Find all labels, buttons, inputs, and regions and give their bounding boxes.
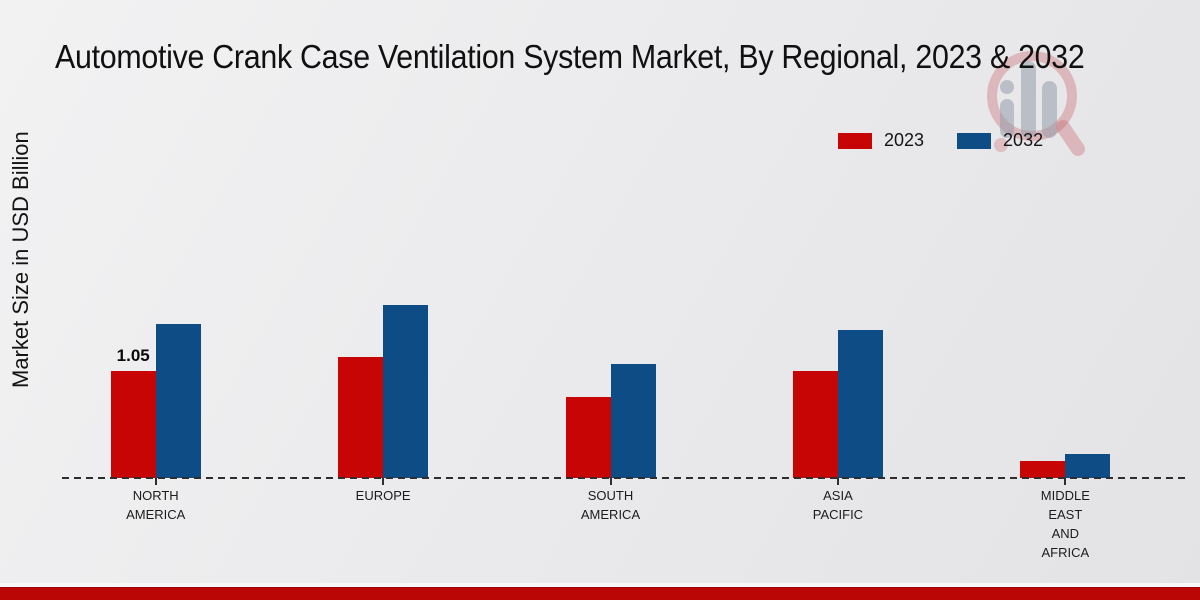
legend-item-2032: 2032 — [957, 130, 1043, 151]
x-axis-dashed-baseline — [62, 477, 1190, 479]
category-label-row: NORTH AMERICA EUROPE SOUTH AMERICA ASIA PACIFI… — [42, 486, 1179, 562]
legend-label-2023: 2023 — [884, 130, 925, 150]
bar-group-europe — [269, 0, 496, 485]
bar-2032-asia-pacific — [837, 330, 883, 478]
legend-label-2032: 2032 — [1003, 130, 1044, 150]
bar-2023-south-america — [565, 397, 611, 478]
bar-group-north-america: 1.05 — [42, 0, 269, 485]
magnifier-bar-chart-logo-icon — [987, 51, 1085, 156]
axis-tick — [1064, 478, 1067, 485]
bar-2023-north-america — [110, 371, 156, 478]
category-label-south-america: SOUTH AMERICA — [580, 488, 641, 522]
axis-tick — [154, 478, 157, 485]
bar-group-asia-pacific — [724, 0, 951, 485]
legend-item-2023: 2023 — [838, 130, 924, 151]
title-wrap: Automotive Crank Case Ventilation System… — [0, 38, 1200, 76]
bar-2032-south-america — [610, 364, 656, 478]
footer-light-strip — [0, 583, 1200, 588]
category-label-north-america: NORTH AMERICA — [126, 488, 186, 522]
bar-2023-europe — [338, 357, 384, 478]
category-label-europe: EUROPE — [355, 488, 411, 503]
bar-2032-europe — [383, 305, 429, 478]
bar-2032-north-america — [155, 324, 201, 478]
chart-title: Automotive Crank Case Ventilation System… — [55, 38, 1085, 75]
category-label-asia-pacific: ASIA PACIFIC — [812, 488, 864, 522]
bar-2032-middle-east-and-africa — [1065, 454, 1111, 478]
bar-group-south-america — [497, 0, 724, 485]
bar-value-label: 1.05 — [116, 346, 150, 365]
axis-tick — [609, 478, 612, 485]
bar-2023-asia-pacific — [792, 371, 838, 478]
legend-swatch-2023 — [838, 132, 872, 149]
axis-tick — [836, 478, 839, 485]
footer-red-bar — [0, 587, 1200, 600]
bar-group-middle-east-and-africa — [952, 0, 1179, 485]
legend: 2023 2032 — [838, 130, 1076, 151]
bar-2023-middle-east-and-africa — [1020, 461, 1066, 478]
legend-swatch-2032 — [957, 132, 992, 149]
plot-area: 1.05 — [42, 0, 1179, 485]
axis-tick — [382, 478, 385, 485]
y-axis-label: Market Size in USD Billion — [8, 131, 33, 389]
category-label-middle-east-and-africa: MIDDLE EAST AND AFRICA — [1040, 488, 1090, 560]
